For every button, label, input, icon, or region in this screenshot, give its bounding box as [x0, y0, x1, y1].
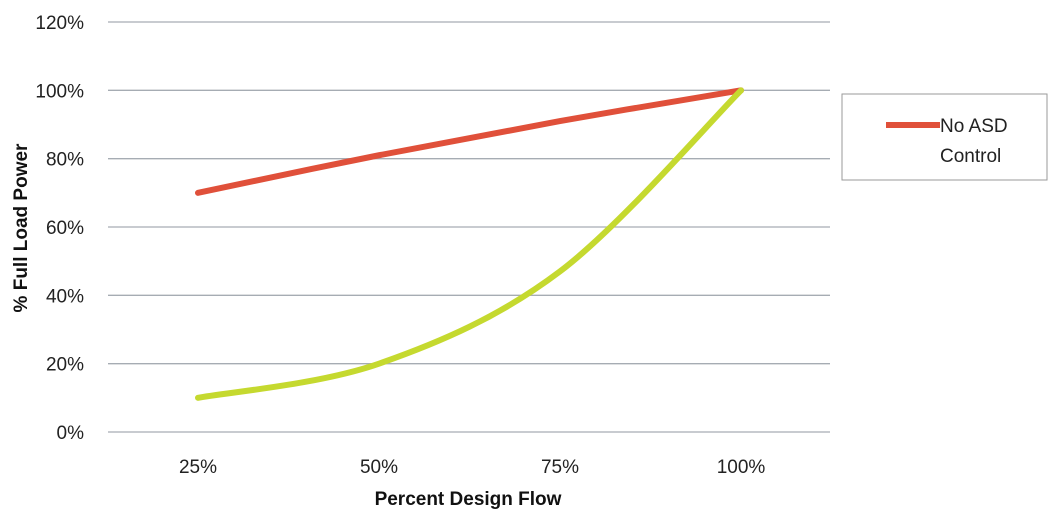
- y-tick-label: 100%: [35, 81, 84, 102]
- legend-box: [841, 93, 1048, 181]
- series-lines: [195, 87, 744, 401]
- legend: No ASD Control: [841, 93, 1048, 181]
- x-axis-tick-labels: 25% 50% 75% 100%: [179, 457, 765, 478]
- x-tick-label: 25%: [179, 457, 217, 478]
- series-line-1: [195, 87, 744, 196]
- y-tick-label: 40%: [46, 286, 84, 307]
- series-line-2: [195, 87, 744, 401]
- x-axis-title: Percent Design Flow: [375, 489, 562, 510]
- x-tick-label: 100%: [717, 457, 766, 478]
- grid-lines: [108, 21, 830, 433]
- x-tick-label: 50%: [360, 457, 398, 478]
- y-tick-label: 80%: [46, 150, 84, 171]
- y-tick-label: 60%: [46, 218, 84, 239]
- y-tick-label: 0%: [57, 423, 85, 444]
- x-tick-label: 75%: [541, 457, 579, 478]
- y-tick-label: 120%: [35, 13, 84, 34]
- y-tick-label: 20%: [46, 355, 84, 376]
- y-axis-title: % Full Load Power: [11, 143, 32, 313]
- y-axis-tick-labels: 0% 20% 40% 60% 80% 100% 120%: [35, 13, 84, 444]
- legend-label-no-asd-control: No ASD Control: [940, 116, 1013, 167]
